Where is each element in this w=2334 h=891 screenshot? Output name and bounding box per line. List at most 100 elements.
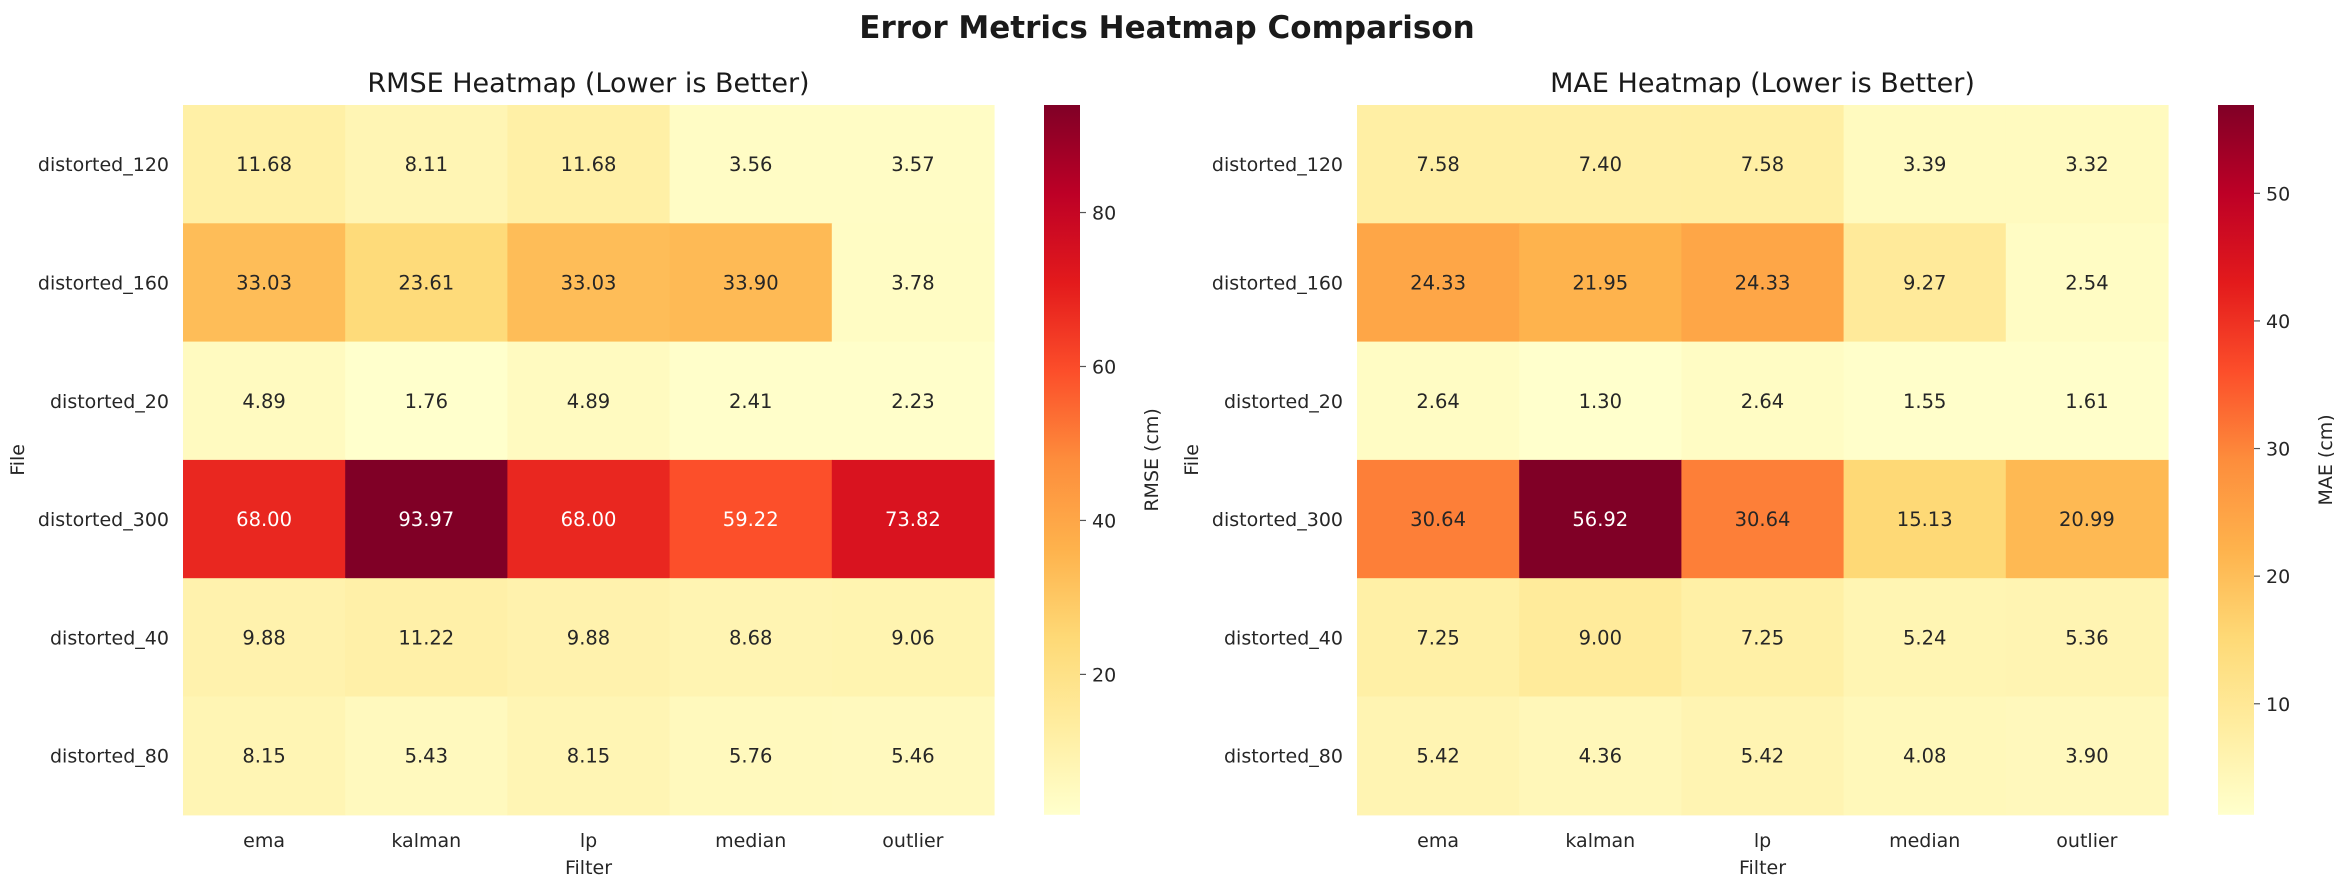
x-tick-label: kalman [1565, 830, 1635, 852]
cell-value-label: 15.13 [1897, 508, 1953, 531]
heatmap-cell [507, 105, 671, 224]
heatmap-cell [1843, 341, 2007, 461]
heatmap-cell [1843, 223, 2007, 343]
y-tick-label: distorted_40 [1224, 627, 1343, 649]
heatmap-cell [1519, 223, 1682, 343]
x-tick-label: median [1889, 830, 1960, 852]
cell-value-label: 5.42 [1416, 745, 1459, 768]
colorbar-label: RMSE (cm) [1141, 408, 1163, 511]
colorbar-tick-label: 40 [2266, 311, 2290, 333]
y-tick-label: distorted_40 [50, 627, 169, 649]
figure-suptitle: Error Metrics Heatmap Comparison [859, 10, 1474, 46]
cell-value-label: 7.58 [1416, 153, 1459, 176]
colorbar-label: MAE (cm) [2315, 414, 2334, 505]
y-tick-label: distorted_20 [50, 391, 169, 413]
heatmap-cell [1519, 105, 1682, 224]
heatmap-cell [2005, 696, 2169, 816]
cell-value-label: 8.11 [405, 153, 448, 176]
cell-value-label: 9.88 [567, 626, 610, 649]
colorbar-tick-label: 20 [2266, 566, 2290, 588]
cell-value-label: 2.64 [1416, 390, 1459, 413]
y-tick-label: distorted_80 [50, 746, 169, 768]
cell-value-label: 4.89 [567, 390, 610, 413]
heatmap-cell [669, 223, 833, 343]
heatmap-cell [831, 223, 995, 343]
cell-value-label: 5.24 [1903, 626, 1946, 649]
cell-value-label: 11.68 [236, 153, 292, 176]
cell-value-label: 3.32 [2065, 153, 2108, 176]
cell-value-label: 33.90 [723, 271, 779, 294]
y-tick-label: distorted_120 [1212, 154, 1343, 176]
cell-value-label: 5.76 [729, 745, 772, 768]
heatmap-cell [2005, 459, 2169, 579]
colorbar-tick-label: 30 [2266, 439, 2290, 461]
x-tick-label: ema [1417, 830, 1459, 852]
cell-value-label: 23.61 [398, 271, 454, 294]
heatmap-cell [669, 105, 833, 224]
x-tick-label: outlier [2056, 830, 2117, 852]
heatmap-cell [1357, 578, 1520, 698]
heatmap-cell [1843, 578, 2007, 698]
cell-value-label: 68.00 [236, 508, 292, 531]
heatmap-cell [1681, 578, 1845, 698]
heatmap-cell [507, 341, 671, 461]
heatmap-cell [1681, 105, 1845, 224]
cell-value-label: 3.78 [891, 271, 934, 294]
x-tick-label: lp [580, 830, 597, 852]
x-tick-label: kalman [391, 830, 461, 852]
heatmap-cell [183, 341, 346, 461]
heatmap-cell [1843, 696, 2007, 816]
cell-value-label: 1.76 [405, 390, 448, 413]
cell-value-label: 7.25 [1416, 626, 1459, 649]
cell-value-label: 9.27 [1903, 271, 1946, 294]
cell-value-label: 9.06 [891, 626, 934, 649]
heatmap-cell [1843, 105, 2007, 224]
cell-value-label: 3.57 [891, 153, 934, 176]
heatmap-cell [345, 578, 508, 698]
x-tick-label: lp [1754, 830, 1771, 852]
y-tick-label: distorted_120 [38, 154, 169, 176]
cell-value-label: 7.58 [1741, 153, 1784, 176]
heatmap-cell [1519, 459, 1682, 579]
cell-value-label: 33.03 [561, 271, 617, 294]
cell-value-label: 24.33 [1410, 271, 1466, 294]
heatmap-cell [1357, 459, 1520, 579]
heatmap-cell [831, 459, 995, 579]
heatmap-cell [1681, 696, 1845, 816]
cell-value-label: 30.64 [1735, 508, 1791, 531]
cell-value-label: 93.97 [398, 508, 454, 531]
heatmap-cell [507, 459, 671, 579]
colorbar-tick-label: 50 [2266, 183, 2290, 205]
cell-value-label: 7.40 [1579, 153, 1622, 176]
cell-value-label: 1.55 [1903, 390, 1946, 413]
heatmap-cell [345, 459, 508, 579]
cell-value-label: 9.00 [1579, 626, 1622, 649]
y-tick-label: distorted_160 [1212, 272, 1343, 294]
cell-value-label: 2.41 [729, 390, 772, 413]
cell-value-label: 3.39 [1903, 153, 1946, 176]
cell-value-label: 59.22 [723, 508, 779, 531]
cell-value-label: 9.88 [242, 626, 285, 649]
heatmap-cell [2005, 578, 2169, 698]
cell-value-label: 5.42 [1741, 745, 1784, 768]
heatmap-cell [345, 223, 508, 343]
heatmap-cell [507, 696, 671, 816]
x-axis-label: Filter [565, 857, 612, 879]
cell-value-label: 2.54 [2065, 271, 2108, 294]
heatmap-cell [1357, 696, 1520, 816]
cell-value-label: 20.99 [2059, 508, 2115, 531]
heatmap-cell [1681, 341, 1845, 461]
colorbar-tick-label: 20 [1092, 664, 1116, 686]
cell-value-label: 24.33 [1735, 271, 1791, 294]
y-tick-label: distorted_80 [1224, 746, 1343, 768]
panel-title: RMSE Heatmap (Lower is Better) [367, 68, 809, 99]
heatmap-cell [831, 696, 995, 816]
heatmap-panel-2: MAE Heatmap (Lower is Better) 7.58 7.40 7.5… [1181, 68, 2334, 879]
heatmap-cell [1357, 341, 1520, 461]
y-tick-label: distorted_300 [1212, 509, 1343, 531]
heatmap-cell [183, 105, 346, 224]
y-axis-label: File [1181, 444, 1203, 476]
cell-value-label: 30.64 [1410, 508, 1466, 531]
y-tick-label: distorted_20 [1224, 391, 1343, 413]
colorbar-tick-label: 10 [2266, 694, 2290, 716]
